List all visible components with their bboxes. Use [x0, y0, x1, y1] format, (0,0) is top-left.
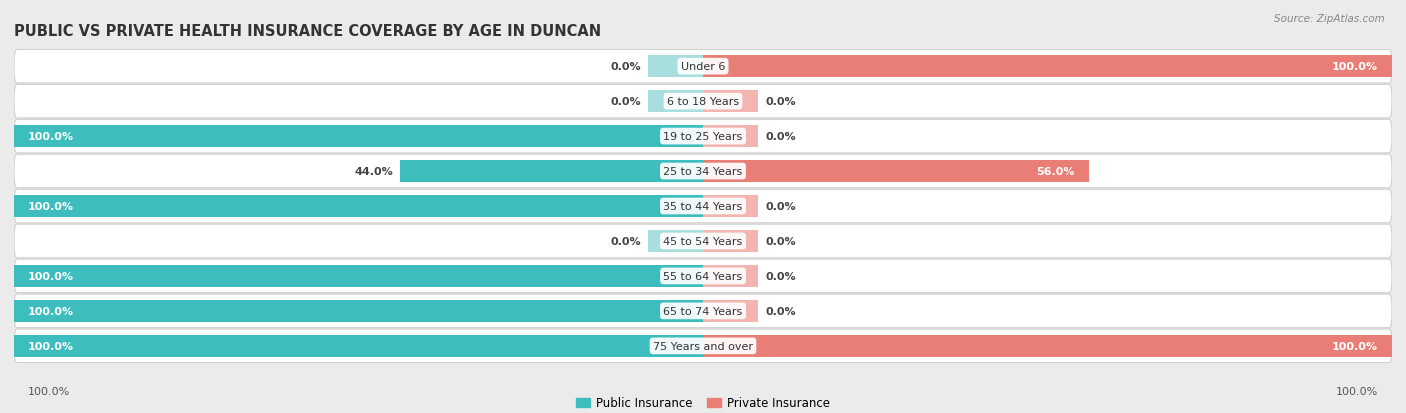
Text: 56.0%: 56.0%: [1036, 166, 1076, 177]
Bar: [703, 91, 758, 113]
Text: 45 to 54 Years: 45 to 54 Years: [664, 236, 742, 247]
Bar: [14, 300, 703, 322]
Bar: [703, 56, 1392, 78]
Text: PUBLIC VS PRIVATE HEALTH INSURANCE COVERAGE BY AGE IN DUNCAN: PUBLIC VS PRIVATE HEALTH INSURANCE COVER…: [14, 24, 602, 39]
Bar: [399, 161, 703, 183]
Text: 65 to 74 Years: 65 to 74 Years: [664, 306, 742, 316]
Bar: [648, 56, 703, 78]
Text: 19 to 25 Years: 19 to 25 Years: [664, 132, 742, 142]
Text: 0.0%: 0.0%: [765, 271, 796, 281]
Bar: [14, 126, 703, 147]
Text: 0.0%: 0.0%: [765, 202, 796, 211]
FancyBboxPatch shape: [14, 50, 1392, 84]
Text: 100.0%: 100.0%: [28, 132, 75, 142]
Text: 100.0%: 100.0%: [28, 202, 75, 211]
Text: 0.0%: 0.0%: [610, 97, 641, 107]
Text: 0.0%: 0.0%: [610, 236, 641, 247]
FancyBboxPatch shape: [14, 155, 1392, 188]
FancyBboxPatch shape: [14, 294, 1392, 328]
Text: 55 to 64 Years: 55 to 64 Years: [664, 271, 742, 281]
FancyBboxPatch shape: [14, 329, 1392, 363]
FancyBboxPatch shape: [14, 190, 1392, 223]
Text: 0.0%: 0.0%: [765, 97, 796, 107]
Text: 100.0%: 100.0%: [28, 341, 75, 351]
Bar: [14, 335, 703, 357]
Bar: [703, 161, 1088, 183]
Bar: [703, 335, 1392, 357]
Text: 0.0%: 0.0%: [765, 132, 796, 142]
FancyBboxPatch shape: [14, 120, 1392, 154]
Text: 100.0%: 100.0%: [1336, 387, 1378, 396]
FancyBboxPatch shape: [14, 225, 1392, 258]
Text: 35 to 44 Years: 35 to 44 Years: [664, 202, 742, 211]
Text: 100.0%: 100.0%: [1331, 62, 1378, 72]
Bar: [703, 196, 758, 217]
Text: 100.0%: 100.0%: [28, 306, 75, 316]
Bar: [703, 126, 758, 147]
Text: 100.0%: 100.0%: [28, 387, 70, 396]
Text: Under 6: Under 6: [681, 62, 725, 72]
Legend: Public Insurance, Private Insurance: Public Insurance, Private Insurance: [571, 392, 835, 413]
Text: 0.0%: 0.0%: [765, 236, 796, 247]
FancyBboxPatch shape: [14, 85, 1392, 119]
Text: 44.0%: 44.0%: [354, 166, 392, 177]
Bar: [14, 266, 703, 287]
Bar: [703, 230, 758, 252]
Text: 0.0%: 0.0%: [610, 62, 641, 72]
Text: 75 Years and over: 75 Years and over: [652, 341, 754, 351]
Bar: [648, 91, 703, 113]
Text: 100.0%: 100.0%: [1331, 341, 1378, 351]
Bar: [648, 230, 703, 252]
Text: Source: ZipAtlas.com: Source: ZipAtlas.com: [1274, 14, 1385, 24]
Text: 6 to 18 Years: 6 to 18 Years: [666, 97, 740, 107]
Bar: [14, 196, 703, 217]
Text: 100.0%: 100.0%: [28, 271, 75, 281]
Bar: [703, 300, 758, 322]
Text: 25 to 34 Years: 25 to 34 Years: [664, 166, 742, 177]
Text: 0.0%: 0.0%: [765, 306, 796, 316]
Bar: [703, 266, 758, 287]
FancyBboxPatch shape: [14, 259, 1392, 293]
